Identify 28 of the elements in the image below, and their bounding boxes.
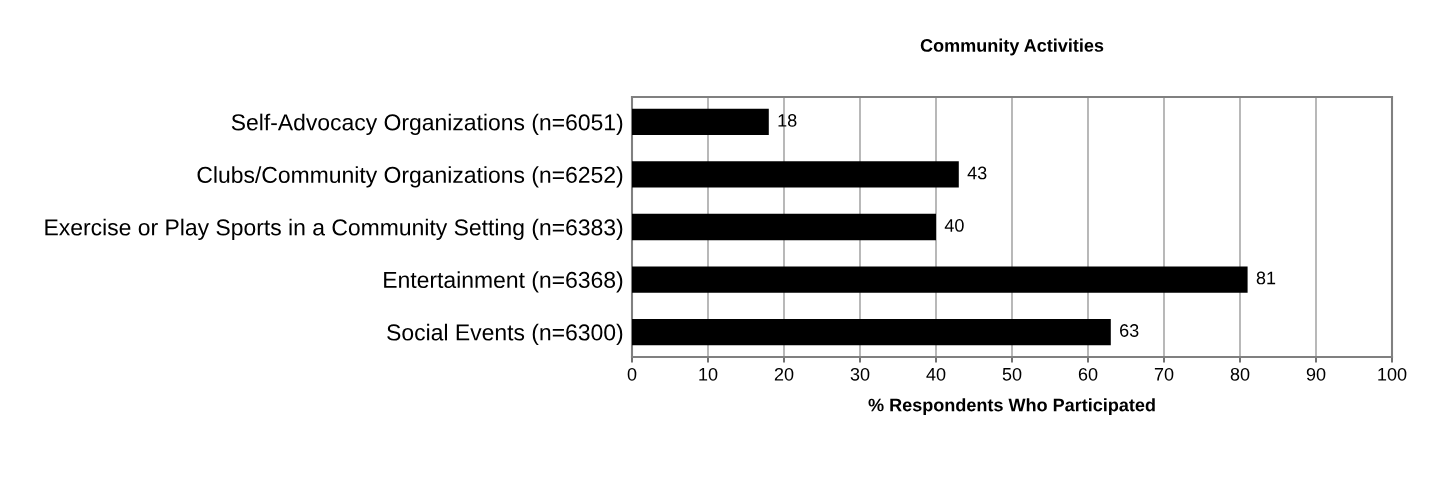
data-label: 40 xyxy=(944,219,964,232)
x-tick-label: 50 xyxy=(1002,367,1022,381)
x-tick-label: 0 xyxy=(627,367,637,381)
y-tick-label: Clubs/Community Organizations (n=6252) xyxy=(197,166,623,188)
x-axis-title: % Respondents Who Participated xyxy=(868,398,1155,415)
bar xyxy=(632,318,1111,346)
x-tick-label: 70 xyxy=(1154,367,1174,381)
x-tick-label: 60 xyxy=(1078,367,1098,381)
bar xyxy=(632,108,769,136)
bar xyxy=(632,266,1248,293)
x-tick-label: 80 xyxy=(1230,367,1250,381)
x-tick-label: 10 xyxy=(699,367,718,381)
data-label: 43 xyxy=(967,166,987,180)
bar xyxy=(632,161,959,188)
y-tick-label: Self-Advocacy Organizations (n=6051) xyxy=(231,113,623,136)
data-label: 63 xyxy=(1120,324,1139,337)
y-tick-label: Exercise or Play Sports in a Community Setting (n=6383) xyxy=(45,218,623,241)
data-label: 81 xyxy=(1256,271,1276,285)
data-label: 18 xyxy=(778,114,797,127)
x-tick-label: 40 xyxy=(926,367,946,381)
x-tick-label: 100 xyxy=(1378,367,1407,381)
chart-title: Community Activities xyxy=(920,38,1104,56)
bar xyxy=(632,213,936,241)
y-tick-label: Entertainment (n=6368) xyxy=(384,271,623,293)
x-tick-label: 90 xyxy=(1306,367,1326,381)
x-tick-label: 30 xyxy=(850,367,870,381)
y-tick-label: Social Events (n=6300) xyxy=(387,323,623,346)
x-tick-label: 20 xyxy=(774,367,794,381)
